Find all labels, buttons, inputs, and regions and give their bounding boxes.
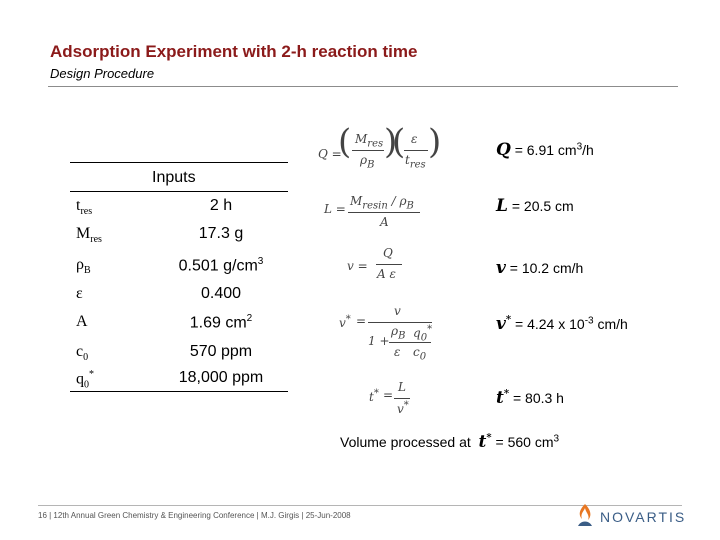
- formula-q-lhs: Q =: [318, 147, 342, 161]
- formula-tstar-num: L: [398, 380, 406, 394]
- formula-vstar-eq: =: [356, 314, 367, 328]
- formula-tstar-lhs: t*: [369, 388, 379, 404]
- formula-vstar-inner-fraction-bar: [389, 342, 431, 343]
- input-value-rhob: 0.501 g/cm3: [178, 256, 264, 275]
- result-volume: Volume processed at t* = 560 cm3: [340, 432, 560, 452]
- input-value-tres: 2 h: [209, 197, 233, 214]
- formula-l-num: Mresin / ρB: [350, 194, 414, 212]
- formula-l-fraction-bar: [348, 212, 420, 213]
- formula-vstar-fraction-bar: [368, 322, 432, 323]
- inputs-table: Inputs tres 2 h Mres 17.3 g ρB 0.501 g/c…: [70, 162, 288, 392]
- formula-v-lhs: v =: [347, 259, 368, 273]
- inputs-table-header: Inputs: [70, 162, 288, 192]
- footer-text: 16 | 12th Annual Green Chemistry & Engin…: [38, 511, 351, 520]
- input-value-mres: 17.3 g: [198, 225, 244, 242]
- result-volume-symbol: t*: [478, 432, 492, 452]
- formula-v-fraction-bar: [376, 264, 402, 265]
- result-v: v = 10.2 cm/h: [496, 258, 584, 278]
- input-symbol-mres: Mres: [76, 225, 102, 246]
- formula-v-den: A ε: [377, 267, 396, 281]
- result-q: Q = 6.91 cm3/h: [496, 140, 594, 160]
- input-symbol-area: A: [76, 313, 88, 330]
- formula-tstar-eq: =: [383, 388, 394, 402]
- formula-tstar-fraction-bar: [394, 398, 410, 399]
- formula-vstar-lhs: v*: [339, 314, 351, 330]
- result-tstar-symbol: t*: [496, 388, 510, 408]
- input-symbol-rhob: ρB: [76, 256, 91, 277]
- result-tstar: t* = 80.3 h: [496, 388, 564, 408]
- title-divider: [48, 86, 678, 87]
- result-vstar: v* = 4.24 x 10-3 cm/h: [496, 314, 628, 334]
- formula-v-num: Q: [383, 246, 393, 260]
- input-symbol-epsilon: ε: [76, 285, 83, 302]
- formula-q-fraction-bar1: [352, 150, 384, 151]
- formula-tstar-den: v*: [397, 400, 409, 416]
- novartis-logo-text: NOVARTIS: [600, 509, 687, 525]
- formula-q-fraction-bar2: [404, 150, 428, 151]
- formula-q-paren-close2: ): [428, 122, 442, 162]
- result-vstar-symbol: v*: [496, 314, 512, 334]
- formula-vstar-den-den2: c0: [413, 345, 427, 363]
- slide-title: Adsorption Experiment with 2-h reaction …: [50, 42, 418, 61]
- input-value-epsilon: 0.400: [200, 285, 242, 302]
- formula-q-paren-open2: (: [392, 122, 406, 162]
- input-symbol-q0star: q0*: [76, 369, 94, 391]
- result-v-symbol: v: [496, 258, 506, 278]
- input-symbol-c0: c0: [76, 343, 89, 364]
- formula-vstar-den-lead: 1 +: [368, 334, 390, 348]
- formula-vstar-num: v: [394, 304, 401, 318]
- inputs-table-title: Inputs: [152, 169, 196, 186]
- inputs-table-bottom-border: [70, 391, 288, 392]
- formula-q-den1: ρB: [360, 153, 375, 171]
- formula-vstar-den-num2: q0*: [413, 324, 433, 344]
- result-q-symbol: Q: [496, 140, 511, 160]
- slide-subtitle: Design Procedure: [50, 66, 155, 81]
- formula-l-lhs: L =: [324, 202, 346, 216]
- formula-q-den2: tres: [405, 153, 426, 171]
- formula-vstar-den-den: ε: [394, 345, 401, 359]
- formula-q-num2: ε: [411, 132, 418, 146]
- flame-icon: [574, 502, 596, 533]
- formula-q-paren-open1: (: [338, 122, 352, 162]
- input-symbol-tres: tres: [76, 197, 93, 218]
- formula-q-num1: Mres: [355, 132, 384, 150]
- input-value-q0star: 18,000 ppm: [178, 369, 264, 386]
- input-value-area: 1.69 cm2: [189, 313, 253, 332]
- formula-l-den: A: [380, 215, 389, 229]
- result-l-symbol: L: [496, 196, 508, 216]
- input-value-c0: 570 ppm: [189, 343, 253, 360]
- footer-divider: [38, 505, 682, 506]
- formula-vstar-den-num: ρB: [391, 324, 406, 342]
- result-l: L = 20.5 cm: [496, 196, 574, 216]
- formula-q-paren-close1: ): [384, 122, 398, 162]
